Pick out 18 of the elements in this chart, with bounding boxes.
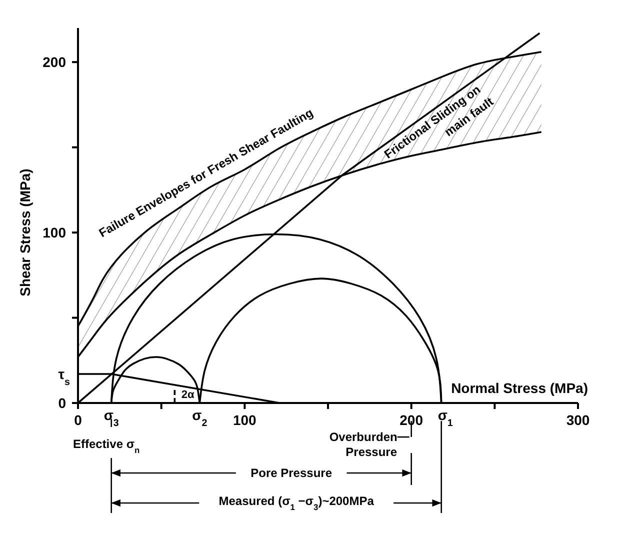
text: Pore Pressure — [250, 466, 332, 480]
x-axis-title: Normal Stress (MPa) — [451, 380, 588, 396]
text: Measured (σ$_{1}$ −σ$_{3}$)~200MPa — [218, 494, 374, 512]
text: Effective σ$_{n}$ — [72, 437, 140, 455]
annotation: τ$_{s}$ — [58, 366, 71, 388]
x-tick-label: 100 — [232, 412, 257, 428]
annotation: σ$_{2}$ — [192, 407, 208, 428]
x-tick-label: 0 — [74, 412, 82, 428]
annotation: 2α — [181, 388, 194, 401]
y-axis-title: Shear Stress (MPa) — [17, 168, 33, 296]
annotation: σ$_{1}$ — [438, 407, 454, 428]
x-tick-label: 300 — [566, 412, 590, 428]
x-tick-label: 200 — [400, 412, 424, 428]
text: Overburden Pressure — [329, 430, 398, 459]
y-tick-label: 100 — [42, 224, 66, 241]
annotation: σ$_{3}$ — [104, 407, 120, 428]
y-tick-label: 0 — [58, 395, 66, 411]
y-tick-label: 200 — [42, 54, 66, 70]
